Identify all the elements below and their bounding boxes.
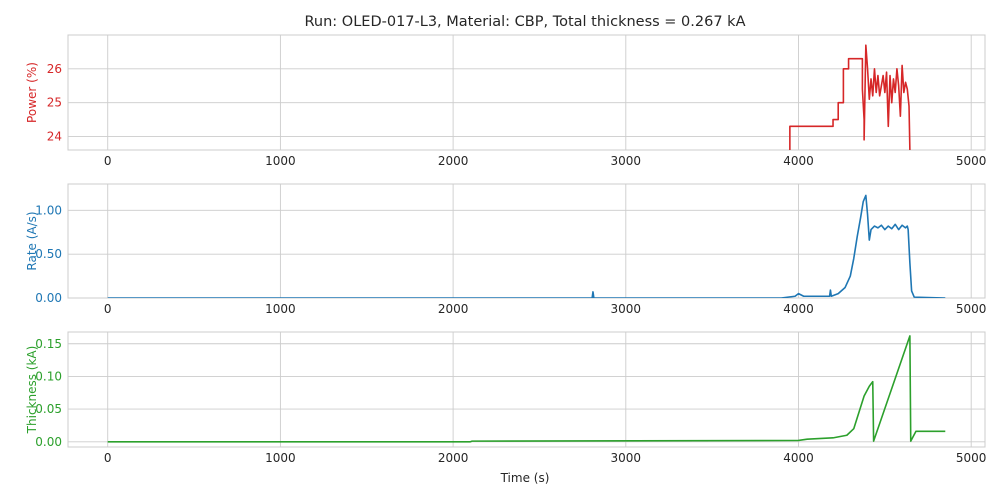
power-x-tick-label: 0 — [104, 154, 112, 168]
rate-x-tick-label: 3000 — [611, 302, 642, 316]
rate-y-axis-label: Rate (A/s) — [25, 211, 39, 270]
rate-series-line — [107, 194, 946, 298]
power-plot-frame — [67, 34, 986, 151]
thickness-x-tick-label: 0 — [104, 451, 112, 465]
thickness-x-tick-label: 5000 — [956, 451, 987, 465]
thickness-y-tick-label: 0.10 — [35, 369, 62, 383]
power-x-tick-label: 4000 — [783, 154, 814, 168]
rate-x-tick-label: 4000 — [783, 302, 814, 316]
rate-x-tick-label: 2000 — [438, 302, 469, 316]
thickness-series-line — [107, 335, 946, 443]
rate-x-tick-label: 1000 — [265, 302, 296, 316]
thickness-y-tick-label: 0.15 — [35, 337, 62, 351]
power-x-tick-label: 5000 — [956, 154, 987, 168]
power-panel: 0 1000 2000 3000 4000 5000 24 25 26 Power (%) — [25, 34, 987, 168]
power-y-tick-label: 24 — [47, 129, 62, 143]
power-y-tick-label: 25 — [47, 96, 62, 110]
rate-x-tick-label: 5000 — [956, 302, 987, 316]
power-x-tick-label: 1000 — [265, 154, 296, 168]
thickness-x-tick-label: 2000 — [438, 451, 469, 465]
thickness-x-tick-label: 1000 — [265, 451, 296, 465]
thickness-y-axis-label: Thickness (kA) — [25, 346, 39, 435]
thickness-panel: 0 1000 2000 3000 4000 5000 0.00 0.05 0.10 0.15Thi… — [25, 331, 987, 465]
power-x-tick-label: 3000 — [611, 154, 642, 168]
x-axis-label: Time (s) — [500, 471, 550, 485]
power-x-tick-label: 2000 — [438, 154, 469, 168]
thickness-y-tick-label: 0.00 — [35, 435, 62, 449]
thickness-plot-frame — [67, 331, 986, 448]
thickness-x-tick-label: 3000 — [611, 451, 642, 465]
chart-title: Run: OLED-017-L3, Material: CBP, Total t… — [305, 14, 746, 30]
power-y-axis-label: Power (%) — [25, 62, 39, 123]
rate-y-tick-label: 0.00 — [35, 291, 62, 305]
thickness-y-tick-label: 0.05 — [35, 402, 62, 416]
power-series-line — [789, 44, 911, 150]
rate-y-tick-label: 1.00 — [35, 203, 62, 217]
rate-y-tick-label: 0.50 — [35, 247, 62, 261]
power-y-tick-label: 26 — [47, 62, 62, 76]
thickness-x-tick-label: 4000 — [783, 451, 814, 465]
rate-x-tick-label: 0 — [104, 302, 112, 316]
